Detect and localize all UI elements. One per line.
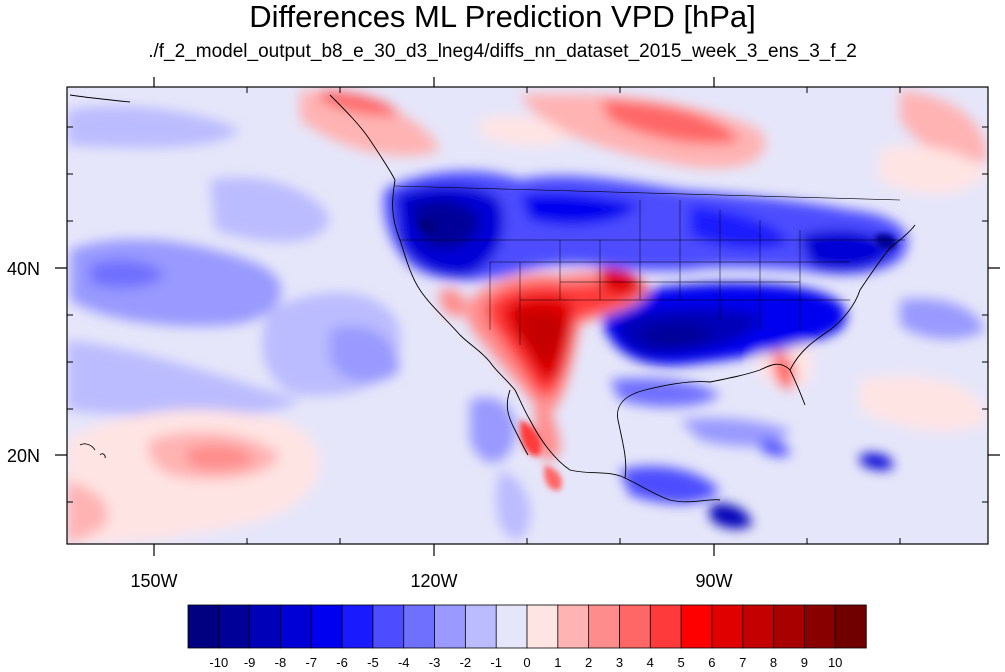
colorbar-swatch: [341, 604, 374, 649]
colorbar-label: 4: [647, 655, 654, 670]
colorbar-label: 9: [801, 655, 808, 670]
colorbar-label: -8: [275, 655, 287, 670]
colorbar-label: 2: [585, 655, 592, 670]
colorbar-swatch: [434, 604, 467, 649]
colorbar-swatch: [711, 604, 744, 649]
colorbar-label: -1: [490, 655, 502, 670]
colorbar-label: 3: [616, 655, 623, 670]
colorbar-swatch: [218, 604, 251, 649]
contour-fill: [67, 90, 988, 544]
colorbar-label: -10: [209, 655, 228, 670]
colorbar-swatch: [773, 604, 806, 649]
colorbar-swatch: [803, 604, 836, 649]
colorbar-label: 5: [677, 655, 684, 670]
minor-ticks: [67, 87, 988, 544]
colorbar-swatch: [588, 604, 621, 649]
colorbar-swatch: [526, 604, 559, 649]
colorbar-swatch: [834, 604, 867, 649]
colorbar-label: -5: [367, 655, 379, 670]
colorbar-swatch: [619, 604, 651, 649]
map-field: [67, 87, 988, 544]
colorbar-label: 1: [554, 655, 561, 670]
colorbar-swatch: [187, 604, 220, 649]
major-ticks: [55, 77, 1000, 556]
colorbar: -10 -9 -8 -7 -6 -5 -4 -3 -2 -1 0 1 2 3 4 5 6 7 8 9 10: [187, 604, 867, 670]
lon-label-120w: 120W: [410, 571, 457, 591]
colorbar-label: -7: [305, 655, 317, 670]
colorbar-swatch: [280, 604, 312, 649]
colorbar-label: -6: [336, 655, 348, 670]
colorbar-label: -4: [398, 655, 410, 670]
colorbar-label: 8: [770, 655, 777, 670]
colorbar-swatch: [372, 604, 405, 649]
colorbar-label: -9: [244, 655, 256, 670]
colorbar-label: -3: [429, 655, 441, 670]
map-subtitle: ./f_2_model_output_b8_e_30_d3_lneg4/diff…: [148, 41, 857, 62]
colorbar-label: 7: [739, 655, 746, 670]
colorbar-label: 10: [828, 655, 842, 670]
colorbar-swatch: [310, 604, 343, 649]
lat-label-20n: 20N: [7, 446, 40, 466]
lon-label-90w: 90W: [695, 571, 732, 591]
colorbar-swatch: [680, 604, 713, 649]
colorbar-swatch: [495, 604, 528, 649]
contour-detail: [418, 218, 897, 491]
colorbar-label: 0: [523, 655, 530, 670]
colorbar-swatch: [742, 604, 775, 649]
colorbar-label: -2: [460, 655, 472, 670]
lat-label-40n: 40N: [7, 259, 40, 279]
colorbar-swatch: [649, 604, 682, 649]
colorbar-label: 6: [708, 655, 715, 670]
map-title: Differences ML Prediction VPD [hPa]: [249, 0, 756, 34]
map-coastlines: [69, 94, 916, 503]
colorbar-swatch: [249, 604, 282, 649]
colorbar-swatch: [403, 604, 436, 649]
colorbar-swatch: [464, 604, 497, 649]
colorbar-swatch: [557, 604, 590, 649]
lon-label-150w: 150W: [130, 571, 177, 591]
